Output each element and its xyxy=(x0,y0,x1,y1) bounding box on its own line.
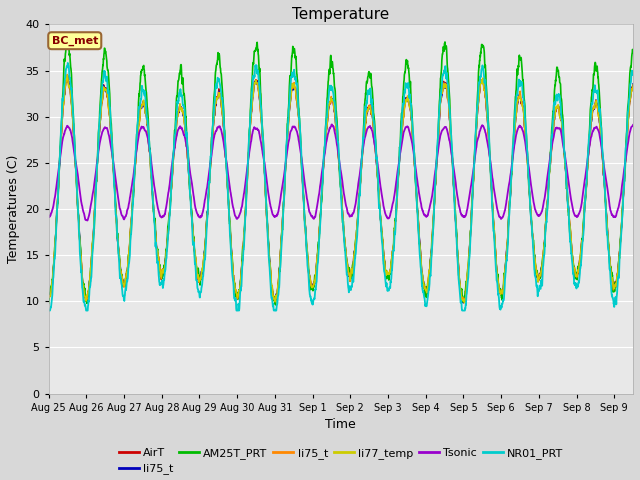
Line: li75_t: li75_t xyxy=(49,74,633,303)
li77_temp xyxy=(540,245,548,251)
Tsonic xyxy=(45,213,52,219)
li77_temp xyxy=(411,166,419,171)
AirT xyxy=(429,226,436,231)
li77_temp xyxy=(63,72,71,78)
li75_t xyxy=(629,84,637,90)
Text: BC_met: BC_met xyxy=(52,36,98,46)
NR01_PRT xyxy=(411,162,419,168)
li75_t xyxy=(460,300,467,306)
li75_t xyxy=(540,246,548,252)
NR01_PRT xyxy=(345,286,353,292)
AM25T_PRT xyxy=(441,39,449,45)
li75_t xyxy=(45,293,52,299)
AM25T_PRT xyxy=(271,302,279,308)
AirT xyxy=(609,285,617,290)
NR01_PRT xyxy=(540,259,547,265)
li75_t xyxy=(345,271,353,276)
li77_temp xyxy=(629,82,637,88)
li75_t xyxy=(79,285,87,290)
li75_t xyxy=(629,81,637,86)
Line: li75_t: li75_t xyxy=(49,75,633,303)
Tsonic xyxy=(540,200,548,205)
AirT xyxy=(63,73,71,79)
li75_t xyxy=(429,226,436,232)
AirT xyxy=(540,246,548,252)
Tsonic xyxy=(79,207,87,213)
NR01_PRT xyxy=(45,308,52,313)
Line: li77_temp: li77_temp xyxy=(49,75,633,302)
AirT xyxy=(460,299,467,305)
AirT xyxy=(629,83,637,89)
NR01_PRT xyxy=(64,60,72,66)
li75_t xyxy=(609,285,617,291)
Legend: AirT, li75_t, AM25T_PRT, li75_t, li77_temp, Tsonic, NR01_PRT: AirT, li75_t, AM25T_PRT, li75_t, li77_te… xyxy=(114,444,568,479)
Tsonic xyxy=(328,121,335,127)
NR01_PRT xyxy=(629,70,637,76)
li77_temp xyxy=(45,294,52,300)
li77_temp xyxy=(79,283,87,289)
li75_t xyxy=(411,167,419,172)
NR01_PRT xyxy=(609,295,617,301)
li75_t xyxy=(63,72,71,78)
li75_t xyxy=(429,225,436,231)
AM25T_PRT xyxy=(411,165,419,171)
Line: AirT: AirT xyxy=(49,76,633,302)
li75_t xyxy=(345,271,353,277)
li75_t xyxy=(411,165,419,170)
Line: Tsonic: Tsonic xyxy=(49,124,633,220)
NR01_PRT xyxy=(429,236,436,241)
li75_t xyxy=(45,297,52,303)
AM25T_PRT xyxy=(540,250,548,255)
li77_temp xyxy=(609,283,617,289)
li75_t xyxy=(461,300,468,306)
Tsonic xyxy=(84,217,92,223)
Tsonic xyxy=(412,161,419,167)
li75_t xyxy=(79,283,87,288)
Line: AM25T_PRT: AM25T_PRT xyxy=(49,42,633,305)
AM25T_PRT xyxy=(429,231,436,237)
X-axis label: Time: Time xyxy=(326,418,356,431)
Line: NR01_PRT: NR01_PRT xyxy=(49,63,633,311)
Title: Temperature: Temperature xyxy=(292,7,390,22)
AM25T_PRT xyxy=(45,300,52,306)
AM25T_PRT xyxy=(79,280,87,286)
NR01_PRT xyxy=(79,295,87,300)
AirT xyxy=(45,295,52,301)
li75_t xyxy=(540,246,548,252)
AM25T_PRT xyxy=(629,50,637,56)
li77_temp xyxy=(461,299,468,305)
li75_t xyxy=(609,284,617,290)
li77_temp xyxy=(345,269,353,275)
Tsonic xyxy=(609,214,617,220)
Tsonic xyxy=(345,211,353,217)
AM25T_PRT xyxy=(345,266,353,272)
Tsonic xyxy=(629,122,637,128)
Y-axis label: Temperatures (C): Temperatures (C) xyxy=(7,155,20,263)
Tsonic xyxy=(429,187,436,193)
AM25T_PRT xyxy=(609,289,617,295)
AirT xyxy=(79,283,87,288)
li77_temp xyxy=(429,227,436,233)
AirT xyxy=(345,271,353,277)
li75_t xyxy=(63,72,71,77)
AirT xyxy=(411,166,419,172)
